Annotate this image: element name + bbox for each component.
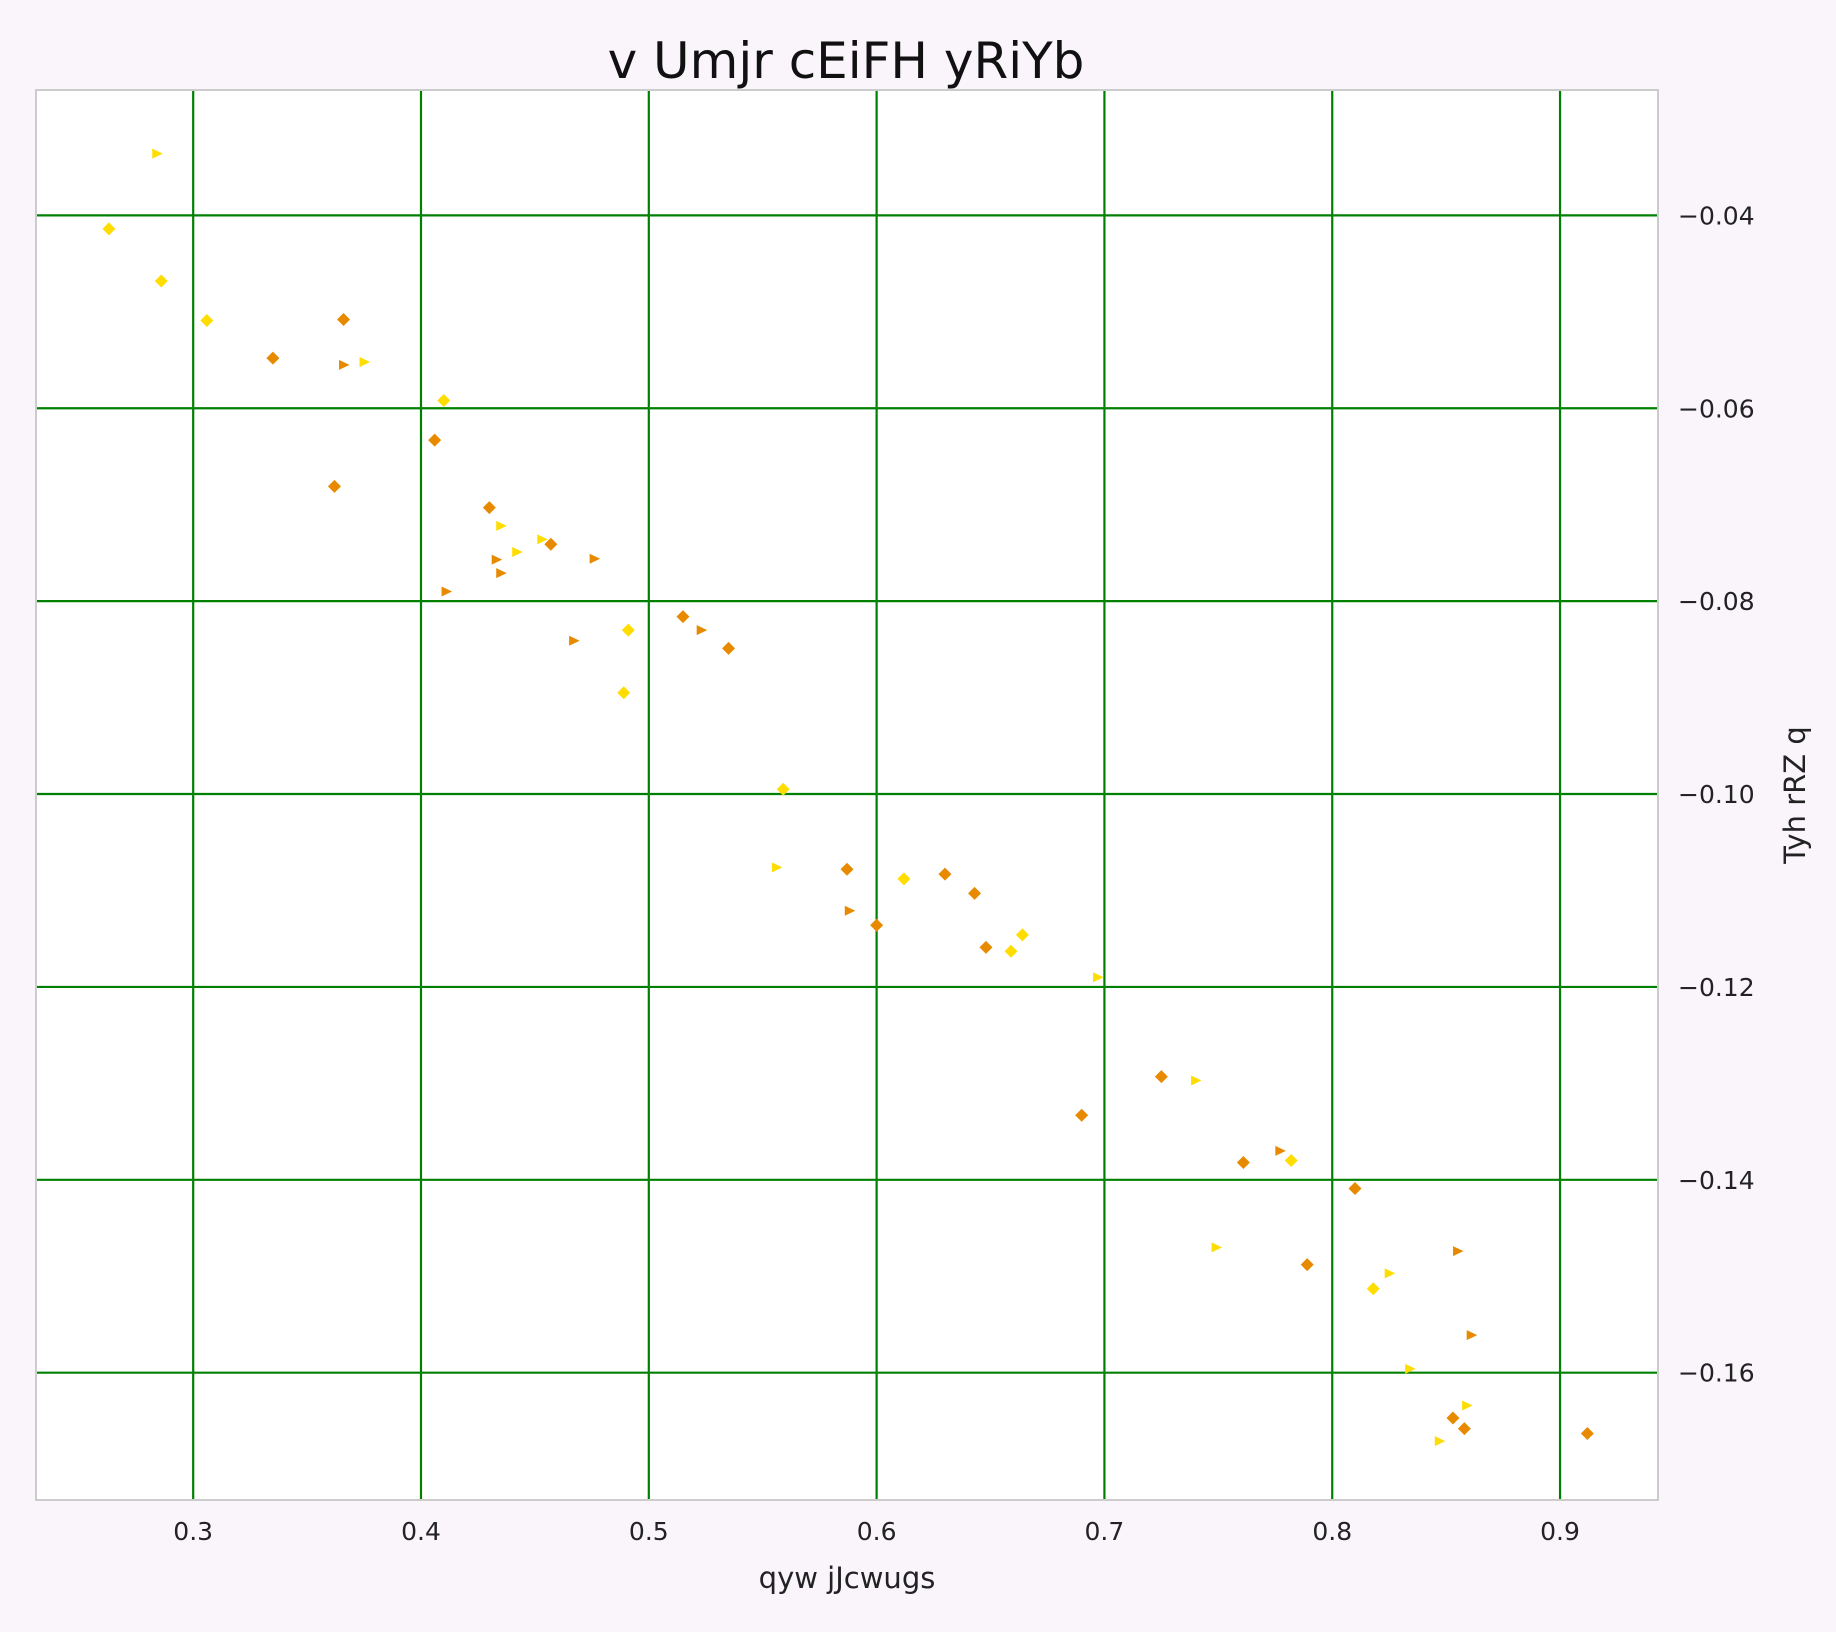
plot-frame xyxy=(35,89,1659,1501)
scatter-point xyxy=(1580,1426,1594,1440)
y-tick-label: −0.06 xyxy=(1678,394,1755,423)
y-tick-label: −0.10 xyxy=(1678,780,1755,809)
scatter-point xyxy=(200,313,214,327)
scatter-point xyxy=(337,313,351,327)
scatter-point xyxy=(617,686,631,700)
y-tick-label: −0.14 xyxy=(1678,1166,1755,1195)
scatter-point xyxy=(968,886,982,900)
scatter-point xyxy=(496,520,507,531)
x-axis-ticks: 0.3 0.4 0.5 0.6 0.7 0.8 0.9 xyxy=(173,1517,1580,1546)
scatter-point xyxy=(1284,1154,1298,1168)
scatter-point xyxy=(359,356,371,367)
scatter-point xyxy=(844,905,856,916)
scatter-point xyxy=(1457,1422,1471,1436)
scatter-point xyxy=(491,554,503,565)
scatter-point xyxy=(696,625,708,636)
scatter-point xyxy=(1405,1363,1416,1374)
scatter-points xyxy=(102,148,1594,1447)
scatter-point xyxy=(437,394,451,408)
scatter-point xyxy=(569,635,580,646)
y-tick-label: −0.12 xyxy=(1678,973,1755,1002)
x-tick-label: 0.4 xyxy=(401,1517,441,1546)
scatter-point xyxy=(676,610,690,624)
scatter-point xyxy=(1300,1258,1314,1272)
y-tick-label: −0.04 xyxy=(1678,201,1755,230)
x-tick-label: 0.9 xyxy=(1540,1517,1580,1546)
scatter-point xyxy=(152,148,163,159)
scatter-point xyxy=(771,862,783,873)
scatter-point xyxy=(496,568,507,579)
scatter-point xyxy=(1446,1411,1460,1425)
scatter-point xyxy=(1384,1268,1396,1279)
scatter-point xyxy=(441,586,453,597)
y-axis-label: Tyh rRZ q xyxy=(1778,726,1812,865)
scatter-point xyxy=(979,940,993,954)
scatter-point xyxy=(537,534,548,545)
scatter-point xyxy=(1236,1155,1250,1169)
scatter-point xyxy=(266,351,280,365)
scatter-point xyxy=(1211,1242,1223,1253)
scatter-point xyxy=(512,546,523,557)
scatter-point xyxy=(897,872,911,886)
scatter-point xyxy=(870,918,884,932)
scatter-point xyxy=(339,359,350,370)
scatter-point xyxy=(776,782,790,796)
scatter-point xyxy=(1015,928,1029,942)
scatter-point xyxy=(1434,1436,1446,1447)
scatter-point xyxy=(621,623,635,637)
x-tick-label: 0.8 xyxy=(1312,1517,1352,1546)
x-axis-label: qyw jJcwugs xyxy=(759,1561,936,1595)
scatter-point xyxy=(1348,1181,1362,1195)
scatter-point xyxy=(482,501,496,515)
scatter-point xyxy=(1004,944,1018,958)
scatter-point xyxy=(1466,1330,1478,1341)
x-tick-label: 0.5 xyxy=(629,1517,669,1546)
scatter-point xyxy=(722,641,736,655)
scatter-point xyxy=(154,274,168,288)
scatter-point xyxy=(428,433,442,447)
scatter-point xyxy=(544,537,558,551)
scatter-point xyxy=(589,553,601,564)
x-tick-label: 0.3 xyxy=(173,1517,213,1546)
scatter-point xyxy=(938,867,952,881)
scatter-point xyxy=(1093,972,1104,983)
x-tick-label: 0.7 xyxy=(1085,1517,1125,1546)
scatter-point xyxy=(1462,1400,1473,1411)
scatter-point xyxy=(102,222,116,236)
y-tick-label: −0.08 xyxy=(1678,587,1755,616)
grid-lines-y xyxy=(36,214,1658,1374)
y-tick-label: −0.16 xyxy=(1678,1359,1755,1388)
scatter-point xyxy=(327,479,341,493)
scatter-point xyxy=(1191,1075,1202,1086)
scatter-point xyxy=(1275,1145,1286,1156)
scatter-point xyxy=(1366,1282,1380,1296)
x-tick-label: 0.6 xyxy=(857,1517,897,1546)
scatter-point xyxy=(840,862,854,876)
scatter-point xyxy=(1075,1108,1089,1122)
scatter-point xyxy=(1154,1070,1168,1084)
y-axis-ticks: −0.04 −0.06 −0.08 −0.10 −0.12 −0.14 −0.16 xyxy=(1678,201,1755,1387)
chart-title: v Umjr cEiFH yRiYb xyxy=(608,32,1085,90)
scatter-point xyxy=(1453,1246,1464,1257)
